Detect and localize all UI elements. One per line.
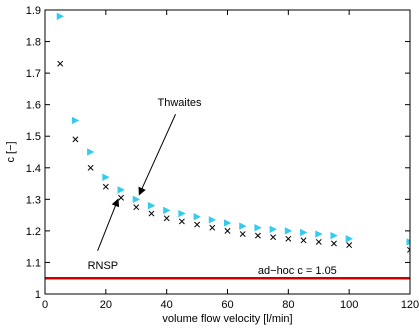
series-0-point xyxy=(208,216,217,224)
series-1-point xyxy=(285,235,292,242)
series-0-point xyxy=(102,173,110,181)
y-tick-label: 1.6 xyxy=(26,100,41,112)
annotation-arrow xyxy=(138,114,176,196)
plot-background xyxy=(45,10,410,294)
y-tick-label: 1.2 xyxy=(26,226,41,238)
series-0-point xyxy=(345,235,354,243)
series-0-point xyxy=(224,219,232,227)
x-tick-label: 20 xyxy=(100,299,112,311)
annotation-label: Thwaites xyxy=(158,97,203,109)
plot-frame xyxy=(44,9,411,295)
series-1-point xyxy=(315,238,322,245)
series-1-point xyxy=(102,183,109,190)
annotations: Thwaites RNSP xyxy=(88,97,202,272)
annotation-label: RNSP xyxy=(88,260,119,272)
series-0-point xyxy=(406,238,410,246)
hline-group: ad−hoc c = 1.05 xyxy=(45,265,410,280)
series-1-point xyxy=(346,242,353,249)
series-0-point xyxy=(254,224,262,232)
series-1-point xyxy=(407,246,410,253)
series-1-point xyxy=(194,221,201,228)
y-tick-label: 1.7 xyxy=(26,68,41,80)
series-0-point xyxy=(269,225,277,233)
x-tick-label: 40 xyxy=(161,299,173,311)
adhoc-line-label: ad−hoc c = 1.05 xyxy=(258,265,337,277)
data-marks xyxy=(56,12,410,253)
series-0-point xyxy=(87,148,95,156)
series-1-point xyxy=(87,164,94,171)
y-tick-label: 1.5 xyxy=(26,131,41,143)
series-1-point xyxy=(72,136,79,143)
series-0-point xyxy=(178,209,186,218)
y-tick-label: 1 xyxy=(35,289,41,301)
series-0-point xyxy=(117,186,125,194)
series-1-point xyxy=(300,237,307,244)
series-0-point xyxy=(132,195,141,204)
x-axis-label: volume flow velocity [l/min] xyxy=(162,313,292,325)
series-0-point xyxy=(315,230,323,238)
series-1-point xyxy=(209,224,216,231)
series-0-point xyxy=(193,213,201,221)
x-tick-label: 120 xyxy=(401,299,419,311)
series-1-point xyxy=(118,194,124,201)
series-1-point xyxy=(133,204,140,211)
series-0-point xyxy=(147,201,156,210)
series-1-point xyxy=(331,240,337,247)
y-tick-label: 1.9 xyxy=(26,5,41,17)
series-0-point xyxy=(239,222,247,230)
annotation-arrow xyxy=(97,198,120,251)
series-1-point xyxy=(178,218,185,225)
y-tick-label: 1.4 xyxy=(26,163,41,175)
x-tick-label: 0 xyxy=(42,299,48,311)
x-tick-label: 60 xyxy=(221,299,233,311)
series-1-point xyxy=(254,232,261,239)
series-0-point xyxy=(163,206,171,215)
y-axis-label: c [−] xyxy=(5,141,17,162)
series-0-point xyxy=(300,228,308,237)
series-0-point xyxy=(330,231,338,240)
series-1-point xyxy=(224,227,231,234)
series-0-point xyxy=(56,12,65,20)
series-1-point xyxy=(270,234,277,241)
x-tick-label: 100 xyxy=(340,299,358,311)
y-tick-label: 1.1 xyxy=(26,257,41,269)
series-1-point xyxy=(57,60,64,67)
series-0-point xyxy=(71,116,80,125)
series-1-point xyxy=(148,210,155,217)
y-tick-label: 1.8 xyxy=(26,37,41,49)
series-1-point xyxy=(163,215,170,222)
x-tick-label: 80 xyxy=(282,299,294,311)
y-tick-label: 1.3 xyxy=(26,194,41,206)
series-0-point xyxy=(284,227,293,235)
series-1-point xyxy=(239,231,246,237)
